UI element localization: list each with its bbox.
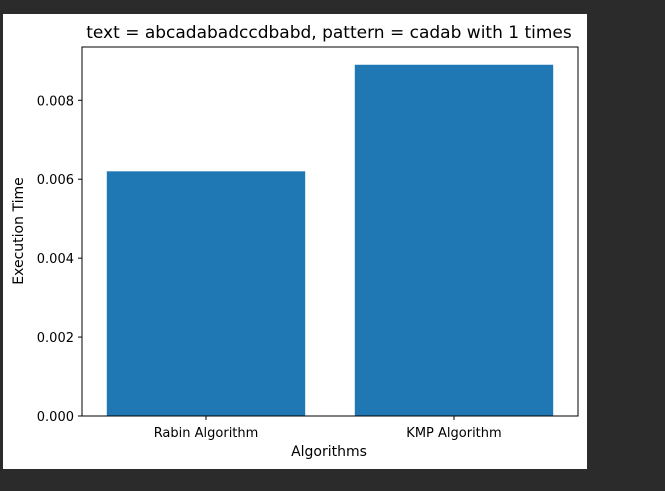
x-tick-label: KMP Algorithm [406,426,501,441]
y-axis-label: Execution Time [11,177,27,284]
x-tick-label: Rabin Algorithm [154,426,259,441]
bars-layer [106,64,554,417]
bar-kmp-algorithm [354,64,554,417]
y-tick-label: 0.006 [37,173,74,188]
bar-chart: text = abcadabadccdbabd, pattern = cadab… [11,23,579,460]
x-axis-ticks: Rabin Algorithm KMP Algorithm [154,416,502,441]
y-tick-label: 0.002 [37,331,74,346]
x-axis-label: Algorithms [291,444,367,460]
chart-figure: text = abcadabadccdbabd, pattern = cadab… [3,14,587,469]
bar-rabin-algorithm [106,171,306,416]
y-tick-label: 0.000 [37,410,74,425]
chart-title: text = abcadabadccdbabd, pattern = cadab… [86,23,572,43]
y-axis-ticks: 0.000 0.002 0.004 0.006 0.008 [37,94,82,425]
plot-area-frame [81,46,579,417]
y-tick-label: 0.008 [37,94,74,109]
y-tick-label: 0.004 [37,252,74,267]
